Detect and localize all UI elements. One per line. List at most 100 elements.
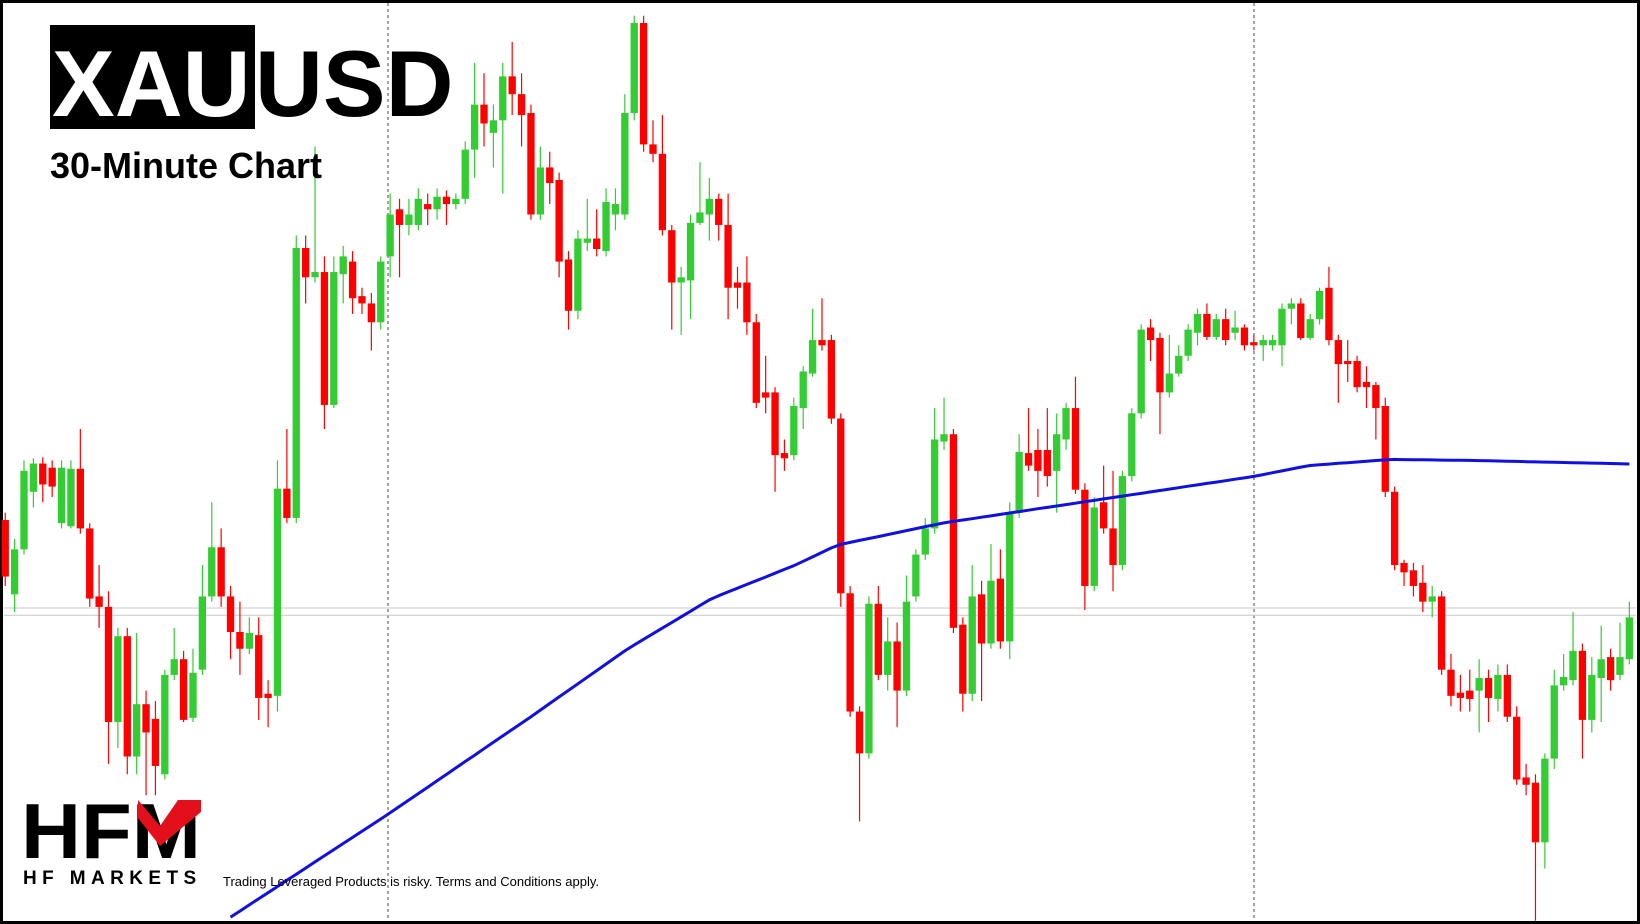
candle-body [1006,512,1014,642]
candle-body [226,596,235,633]
candle-body [1193,313,1202,333]
moving-average [229,457,1630,919]
candle-body [1390,491,1399,566]
candle-body [1053,434,1061,471]
candle-body [1231,327,1239,333]
candle-body [1,520,9,577]
candle-body [480,104,488,124]
candle-body [133,704,141,757]
candle-body [1625,617,1634,660]
candle-body [245,633,253,649]
candle-body [1203,313,1211,337]
candle-body [1569,650,1577,681]
candle-body [1259,340,1267,346]
candle-body [1447,669,1455,696]
candle-body [1015,452,1023,513]
candle-body [1503,674,1511,717]
candle-body [217,547,225,597]
candle-body [649,144,657,154]
candle-body [273,488,282,696]
candle-body [283,488,291,518]
overlay: XAU USD 30-Minute Chart HFM HF MARKETS T… [21,25,599,889]
candle-body [1334,340,1342,365]
candle-body [1372,385,1380,409]
candle-body [1062,408,1070,440]
candle-body [1137,329,1145,414]
candle-body [808,340,817,374]
candle-body [1212,319,1220,337]
candle-body [433,196,441,210]
candle-body [123,636,131,757]
candle-body [912,554,920,597]
candle-body [1250,342,1258,346]
candle-body [668,230,676,283]
candle-body [555,179,563,262]
candle-body [311,272,319,278]
candle-body [517,94,526,116]
candle-body [1043,449,1051,477]
candle-body [358,296,366,304]
candle-body [1081,489,1089,586]
disclaimer: Trading Leveraged Products is risky. Ter… [223,874,599,889]
candle-body [255,635,263,698]
candle-body [893,641,901,691]
candle-body [846,593,854,712]
candle-body [902,601,911,691]
candle-body [489,120,498,133]
candle-body [1588,674,1596,720]
candle-body [1522,777,1530,785]
candle-body [752,322,760,403]
candle-body [86,528,94,599]
candle-body [142,704,150,733]
candle-body [67,468,75,527]
candle-body [855,711,864,754]
candle-body [386,214,394,257]
candle-body [1306,319,1314,338]
ma-line [229,457,1630,919]
candle-body [114,636,122,722]
candle-body [1222,319,1230,341]
candle-body [874,603,882,675]
candle-body [1578,650,1587,720]
candle-body [189,672,197,718]
candle-body [442,196,451,205]
candle-body [236,632,244,649]
symbol-box [50,25,255,129]
candle-body [593,238,601,250]
candle-body [1400,562,1408,573]
candle-body [179,659,188,720]
candle-body [977,594,986,644]
candle-body [1118,476,1127,566]
candle-body [1428,596,1436,602]
candle-body [1146,327,1155,341]
candle-body [564,259,573,311]
candle-body [799,371,807,409]
candle-body [452,198,460,205]
candle-body [1531,782,1540,843]
candle-body [959,624,967,694]
candle-body [10,549,19,595]
symbol-base: XAU [52,31,250,136]
candle-body [1437,596,1446,670]
candle-body [1484,678,1493,698]
candle-body [104,606,113,722]
candle-body [208,547,216,597]
candle-body [1297,303,1305,338]
candle-body [715,198,723,225]
candle-body [1090,507,1098,586]
candle-body [1381,405,1389,492]
symbol-quote: USD [255,31,453,136]
candle-body [1109,528,1117,566]
candle-body [301,247,310,278]
candle-body [1494,674,1502,699]
candle-body [170,659,178,675]
candle-body [1278,308,1286,346]
candle-body [151,718,160,766]
candle-body [1287,303,1296,309]
candle-body [949,434,958,628]
candle-body [696,212,704,223]
candle-body [743,282,751,323]
candle-body [780,453,789,459]
candle-body [574,238,582,311]
candle-body [1419,582,1427,602]
